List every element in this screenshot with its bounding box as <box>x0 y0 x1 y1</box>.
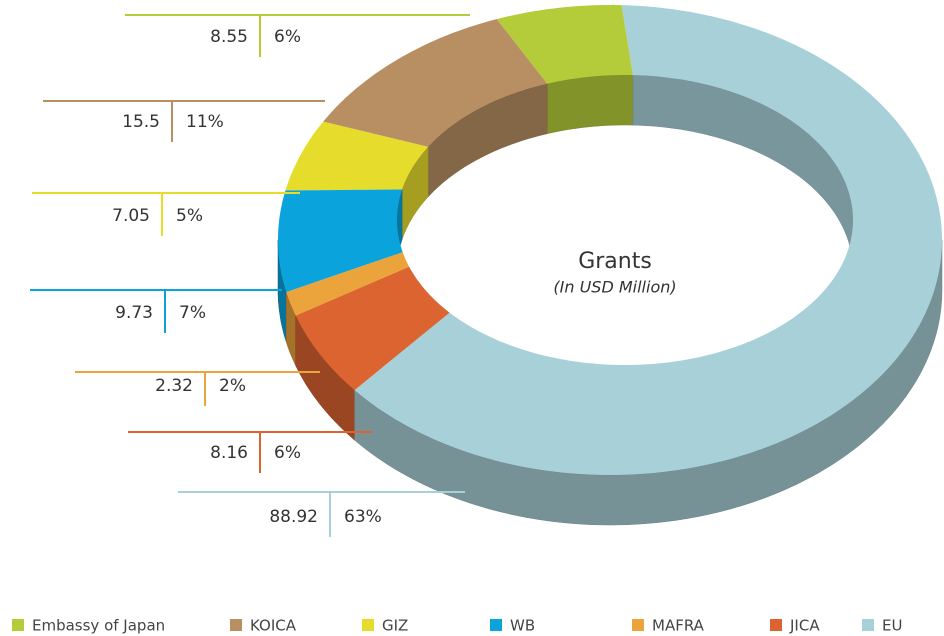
legend-label: JICA <box>789 617 820 635</box>
percent-label: 6% <box>274 443 301 463</box>
donut-walls <box>277 74 943 526</box>
legend-swatch <box>632 619 644 631</box>
value-label: 7.05 <box>112 206 150 226</box>
value-label: 8.55 <box>210 27 248 47</box>
inner-wall <box>427 83 548 198</box>
percent-label: 2% <box>219 376 246 396</box>
legend: Embassy of Japan KOICA GIZ WB MAFRA JICA EU <box>12 617 902 635</box>
data-labels: 8.55 6% 15.5 11% 7.05 5% 9.73 7% 2.32 2% 8.16 6% 88.… <box>30 14 470 537</box>
donut-slice <box>354 5 943 475</box>
legend-label: WB <box>510 617 535 635</box>
percent-label: 11% <box>186 112 224 132</box>
percent-label: 7% <box>179 303 206 323</box>
outer-wall <box>286 292 296 366</box>
legend-swatch <box>770 619 782 631</box>
value-label: 8.16 <box>210 443 248 463</box>
donut-slice <box>285 121 429 191</box>
legend-label: EU <box>882 617 902 635</box>
percent-label: 6% <box>274 27 301 47</box>
chart-title: Grants <box>578 249 652 274</box>
legend-swatch <box>490 619 502 631</box>
legend-swatch <box>230 619 242 631</box>
donut-slice <box>496 5 633 84</box>
chart-subtitle: (In USD Million) <box>553 278 676 297</box>
legend-label: GIZ <box>382 617 408 635</box>
donut-slice <box>286 252 410 316</box>
legend-label: Embassy of Japan <box>32 617 165 635</box>
legend-label: KOICA <box>250 617 297 635</box>
legend-swatch <box>12 619 24 631</box>
inner-wall <box>546 74 634 135</box>
percent-label: 63% <box>344 507 382 527</box>
donut-slice <box>278 189 403 293</box>
legend-swatch <box>862 619 874 631</box>
value-label: 15.5 <box>122 112 160 132</box>
value-label: 2.32 <box>155 376 193 396</box>
legend-swatch <box>362 619 374 631</box>
donut-slice <box>323 19 548 147</box>
value-label: 88.92 <box>269 507 318 527</box>
legend-label: MAFRA <box>652 617 705 635</box>
percent-label: 5% <box>176 206 203 226</box>
donut-slice <box>295 266 450 391</box>
value-label: 9.73 <box>115 303 153 323</box>
donut-top <box>278 5 943 475</box>
